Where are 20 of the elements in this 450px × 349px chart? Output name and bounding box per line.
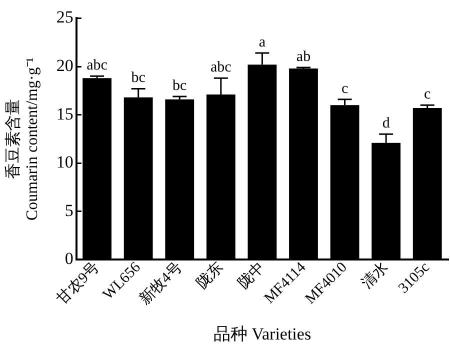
y-axis-title: 香豆素含量 Coumarin content/mg·g⁻¹: [4, 57, 42, 221]
annotation: abc: [210, 60, 232, 76]
y-tick-label: 20: [56, 56, 74, 75]
annotation: c: [341, 80, 348, 97]
y-tick-label: 25: [56, 8, 74, 27]
y-tick-label: 10: [56, 152, 74, 172]
y-tick-label: 15: [56, 104, 74, 124]
annotation: abc: [86, 58, 108, 74]
annotation: d: [382, 116, 390, 132]
annotation: a: [258, 34, 266, 50]
y-tick-label: 5: [64, 200, 74, 220]
x-tick-label: 陇东: [193, 258, 227, 292]
x-axis-title: 品种 Varieties: [213, 324, 312, 344]
annotation: bc: [131, 70, 146, 86]
annotation: c: [424, 86, 432, 103]
x-tick-label: 陇中: [234, 258, 268, 292]
annotation: bc: [172, 78, 188, 94]
x-tick-label: 清水: [358, 258, 392, 292]
annotation: ab: [296, 48, 311, 65]
y-tick-label: 0: [64, 249, 74, 268]
